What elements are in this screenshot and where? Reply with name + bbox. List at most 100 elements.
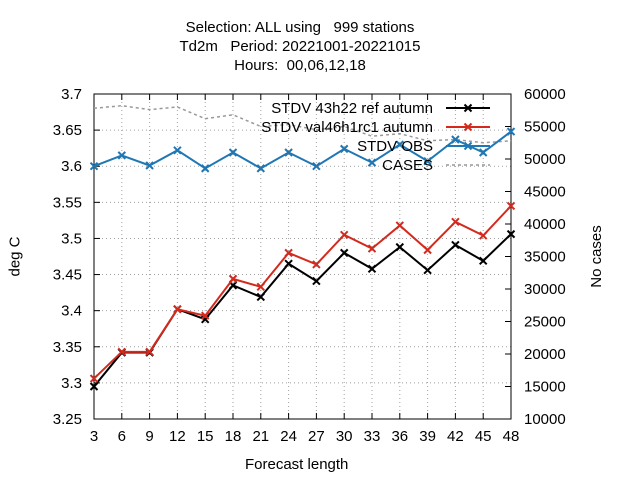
data-point-0 — [89, 382, 99, 391]
plot-frame — [93, 93, 512, 420]
data-point-0 — [395, 242, 405, 252]
x-tick-label: 15 — [197, 428, 214, 445]
data-point-2 — [117, 151, 127, 160]
data-point-2 — [256, 164, 266, 173]
y2-tick-label: 25000 — [524, 314, 566, 331]
legend-marker-1 — [463, 122, 473, 132]
y-tick-label: 3.6 — [61, 158, 82, 175]
data-point-2 — [200, 164, 210, 173]
y2-tick-label: 60000 — [524, 86, 566, 103]
data-point-0 — [423, 266, 432, 275]
legend-label-2: STDV OBS — [357, 138, 433, 155]
y2-tick-label: 10000 — [524, 411, 566, 428]
data-point-2 — [395, 140, 405, 149]
title-line-1: Selection: ALL using 999 stations — [185, 19, 415, 36]
series-layer — [89, 104, 516, 391]
x-tick-label: 18 — [225, 428, 242, 445]
data-point-1 — [145, 347, 154, 357]
y2-tick-label: 20000 — [524, 346, 566, 363]
x-tick-label: 6 — [118, 428, 126, 445]
legend-label-1: STDV val46h1rc1 autumn — [261, 119, 433, 136]
data-point-1 — [200, 311, 210, 320]
x-tick-label: 33 — [364, 428, 381, 445]
y2-tick-label: 30000 — [524, 281, 566, 298]
y-tick-label: 3.65 — [53, 122, 82, 139]
data-point-0 — [367, 264, 377, 273]
x-tick-label: 27 — [308, 428, 325, 445]
y2-tick-label: 50000 — [524, 151, 566, 168]
y-tick-label: 3.4 — [61, 303, 82, 320]
y-axis-label: deg C — [6, 236, 24, 277]
data-point-0 — [339, 248, 349, 258]
data-point-2 — [506, 127, 516, 136]
data-point-0 — [284, 259, 293, 268]
data-point-1 — [423, 245, 432, 255]
data-point-0 — [478, 256, 488, 266]
data-point-2 — [367, 158, 377, 167]
legend-marker-2 — [463, 141, 473, 151]
data-point-1 — [478, 231, 488, 240]
data-point-1 — [367, 244, 377, 253]
data-point-2 — [312, 162, 321, 171]
title-line-2: Td2m Period: 20221001-20221015 — [179, 38, 421, 55]
y2-axis-label: No cases — [587, 225, 605, 288]
data-point-2 — [89, 162, 99, 171]
data-point-2 — [284, 148, 293, 157]
legend-marker-0 — [463, 103, 473, 113]
y-tick-label: 3.35 — [53, 339, 82, 356]
axis-ticks: 3 6 9 12 15 18 21 24 27 30 33 36 39 42 45 483.253.33.35… — [53, 86, 566, 445]
legend: STDV 43h22 ref autumn STDV val46h1rc1 aut… — [261, 100, 490, 174]
y-tick-label: 3.55 — [53, 194, 82, 211]
series-1 — [89, 201, 516, 383]
x-tick-label: 30 — [336, 428, 353, 445]
data-point-1 — [256, 282, 266, 292]
series-line-3 — [93, 104, 512, 144]
series-3 — [93, 104, 512, 144]
data-point-1 — [339, 230, 349, 240]
series-2 — [89, 127, 516, 173]
data-point-1 — [506, 201, 516, 211]
x-tick-label: 3 — [90, 428, 98, 445]
y-tick-label: 3.25 — [53, 411, 82, 428]
y2-tick-label: 35000 — [524, 249, 566, 266]
data-point-1 — [117, 347, 127, 357]
y-tick-label: 3.3 — [61, 375, 82, 392]
data-point-1 — [89, 374, 99, 383]
title-line-3: Hours: 00,06,12,18 — [234, 57, 366, 74]
data-point-0 — [312, 276, 321, 286]
x-tick-label: 12 — [169, 428, 186, 445]
data-point-1 — [173, 305, 182, 314]
data-point-0 — [506, 229, 516, 239]
data-point-2 — [145, 161, 154, 170]
x-tick-label: 9 — [145, 428, 153, 445]
x-tick-label: 24 — [280, 428, 297, 445]
y2-tick-label: 40000 — [524, 216, 566, 233]
x-tick-label: 36 — [391, 428, 408, 445]
x-tick-label: 21 — [252, 428, 269, 445]
x-tick-label: 39 — [419, 428, 436, 445]
data-point-2 — [451, 135, 460, 144]
x-tick-label: 45 — [475, 428, 492, 445]
y2-tick-label: 15000 — [524, 379, 566, 396]
data-point-1 — [451, 217, 460, 227]
y2-tick-label: 45000 — [524, 184, 566, 201]
data-point-1 — [395, 221, 405, 230]
y-tick-label: 3.5 — [61, 230, 82, 247]
data-point-2 — [339, 144, 349, 154]
grid — [93, 93, 512, 420]
data-point-1 — [228, 274, 238, 284]
data-point-1 — [284, 248, 293, 258]
y2-tick-label: 55000 — [524, 119, 566, 136]
series-line-1 — [93, 205, 512, 380]
x-tick-label: 48 — [503, 428, 520, 445]
legend-label-3: CASES — [382, 157, 433, 174]
x-tick-label: 42 — [447, 428, 464, 445]
data-point-2 — [478, 148, 488, 157]
data-point-1 — [312, 260, 321, 269]
data-point-0 — [256, 292, 266, 302]
data-point-2 — [423, 156, 432, 166]
data-point-0 — [451, 240, 460, 250]
series-line-2 — [93, 130, 512, 170]
data-point-2 — [173, 146, 182, 155]
